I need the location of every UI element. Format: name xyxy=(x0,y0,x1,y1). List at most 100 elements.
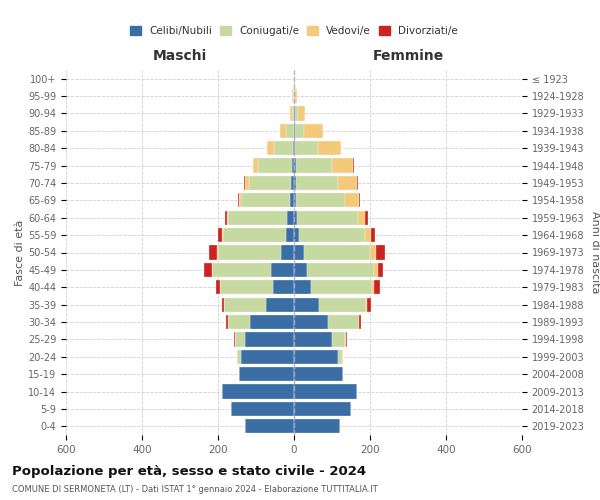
Bar xyxy=(218,246,281,260)
Bar xyxy=(298,106,305,120)
Bar xyxy=(271,263,294,277)
Bar xyxy=(245,332,294,346)
Bar xyxy=(374,280,380,294)
Bar xyxy=(222,384,294,398)
Bar xyxy=(292,158,294,172)
Bar xyxy=(371,228,376,242)
Bar xyxy=(237,350,241,364)
Bar xyxy=(294,384,356,398)
Bar xyxy=(294,176,296,190)
Bar xyxy=(218,228,222,242)
Legend: Celibi/Nubili, Coniugati/e, Vedovi/e, Divorziati/e: Celibi/Nubili, Coniugati/e, Vedovi/e, Di… xyxy=(128,24,460,38)
Bar xyxy=(295,106,298,120)
Bar xyxy=(328,315,359,329)
Bar xyxy=(297,210,358,225)
Bar xyxy=(365,228,371,242)
Bar xyxy=(294,246,304,260)
Text: Popolazione per età, sesso e stato civile - 2024: Popolazione per età, sesso e stato civil… xyxy=(12,465,366,478)
Text: Femmine: Femmine xyxy=(373,49,443,63)
Bar xyxy=(209,246,217,260)
Bar xyxy=(346,193,359,208)
Bar xyxy=(228,210,287,225)
Bar xyxy=(338,350,342,364)
Bar xyxy=(367,298,371,312)
Bar xyxy=(294,263,307,277)
Bar xyxy=(365,210,368,225)
Bar xyxy=(304,246,370,260)
Bar xyxy=(338,176,356,190)
Bar xyxy=(319,298,366,312)
Bar xyxy=(258,158,292,172)
Bar xyxy=(294,228,299,242)
Bar xyxy=(286,124,294,138)
Bar xyxy=(359,315,361,329)
Bar xyxy=(356,176,358,190)
Bar xyxy=(294,210,297,225)
Y-axis label: Fasce di età: Fasce di età xyxy=(15,220,25,286)
Bar xyxy=(346,332,347,346)
Bar xyxy=(294,193,296,208)
Bar xyxy=(232,402,294,416)
Bar xyxy=(253,158,258,172)
Bar xyxy=(294,106,295,120)
Bar xyxy=(366,298,367,312)
Bar xyxy=(225,210,227,225)
Bar xyxy=(294,315,328,329)
Bar xyxy=(293,141,294,156)
Bar xyxy=(294,298,319,312)
Bar xyxy=(294,332,332,346)
Bar xyxy=(294,89,295,103)
Bar xyxy=(223,228,286,242)
Bar xyxy=(235,332,245,346)
Bar xyxy=(290,106,292,120)
Bar xyxy=(245,176,249,190)
Text: Maschi: Maschi xyxy=(153,49,207,63)
Bar xyxy=(294,141,295,156)
Bar xyxy=(304,124,323,138)
Bar xyxy=(307,263,374,277)
Bar xyxy=(295,141,318,156)
Bar xyxy=(293,89,294,103)
Bar xyxy=(294,280,311,294)
Bar xyxy=(358,210,365,225)
Bar xyxy=(295,124,304,138)
Bar xyxy=(296,176,338,190)
Bar xyxy=(299,228,365,242)
Bar xyxy=(342,350,343,364)
Bar xyxy=(244,176,245,190)
Bar xyxy=(311,280,372,294)
Bar xyxy=(239,367,294,382)
Bar xyxy=(376,246,385,260)
Bar xyxy=(265,298,294,312)
Bar xyxy=(318,141,341,156)
Bar xyxy=(217,246,218,260)
Bar xyxy=(224,298,265,312)
Bar xyxy=(204,263,212,277)
Bar xyxy=(294,124,295,138)
Bar xyxy=(281,246,294,260)
Bar xyxy=(359,193,360,208)
Bar xyxy=(287,210,294,225)
Bar xyxy=(332,158,353,172)
Bar xyxy=(294,350,338,364)
Bar xyxy=(292,89,293,103)
Bar xyxy=(294,402,351,416)
Bar xyxy=(291,176,294,190)
Bar xyxy=(239,193,241,208)
Bar xyxy=(290,193,294,208)
Bar xyxy=(296,193,346,208)
Y-axis label: Anni di nascita: Anni di nascita xyxy=(590,211,600,294)
Bar xyxy=(294,419,340,434)
Bar xyxy=(241,193,290,208)
Bar xyxy=(250,315,294,329)
Bar xyxy=(249,176,291,190)
Bar xyxy=(296,158,332,172)
Bar xyxy=(292,106,294,120)
Bar xyxy=(241,350,294,364)
Bar xyxy=(372,280,374,294)
Bar xyxy=(266,141,274,156)
Bar xyxy=(286,228,294,242)
Bar xyxy=(273,280,294,294)
Bar xyxy=(370,246,376,260)
Bar xyxy=(217,280,220,294)
